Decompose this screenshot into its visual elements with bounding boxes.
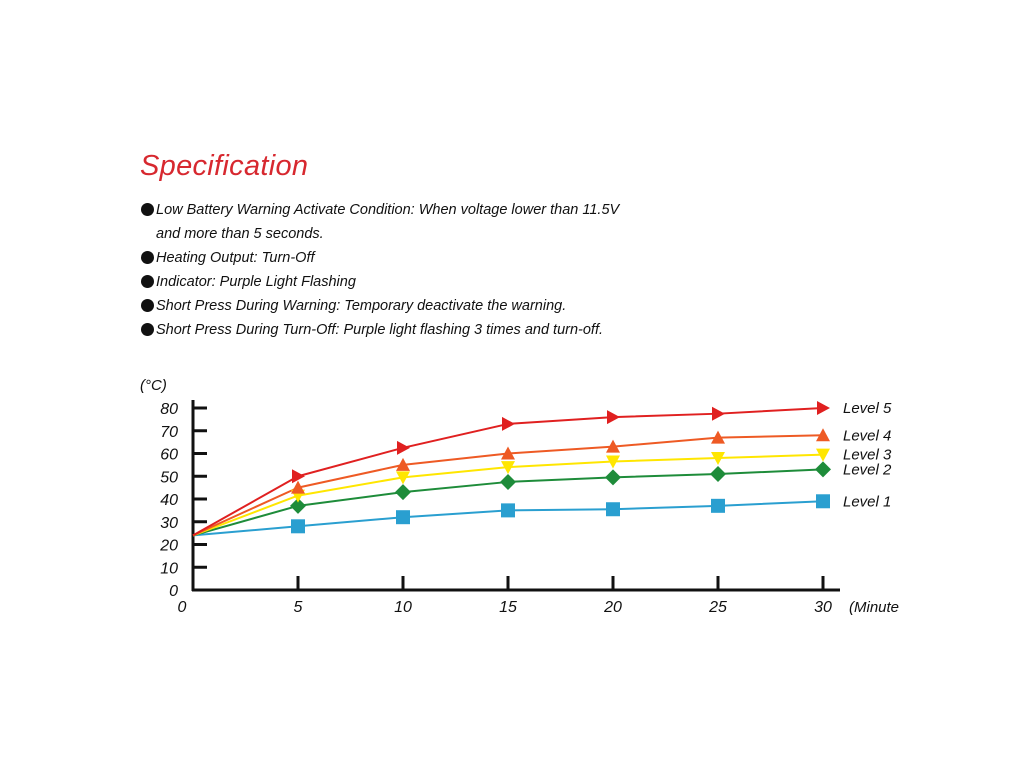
y-tick-label: 20 (159, 538, 178, 555)
x-tick-label: 20 (603, 599, 622, 616)
series-label: Level 1 (843, 493, 891, 510)
data-point-triangle-down (816, 448, 830, 462)
data-point-square (501, 503, 515, 518)
data-point-triangle-right (607, 410, 620, 425)
y-tick-label: 10 (160, 560, 178, 577)
data-point-square (291, 519, 305, 534)
x-tick-label: 30 (814, 599, 832, 616)
chart-series-markers (290, 401, 831, 534)
x-axis-label: (Minute (849, 599, 899, 616)
data-point-diamond (710, 465, 726, 482)
spec-item: Low Battery Warning Activate Condition: … (140, 198, 860, 246)
y-tick-label: 40 (160, 492, 178, 509)
x-tick-label: 10 (394, 599, 412, 616)
y-tick-label: 60 (160, 447, 178, 464)
bullet-icon (140, 294, 156, 318)
data-point-square (711, 498, 725, 513)
y-tick-label: 70 (160, 424, 178, 441)
data-point-triangle-right (292, 469, 305, 484)
data-point-square (606, 502, 620, 517)
data-point-triangle-right (397, 440, 410, 455)
spec-item: Short Press During Turn-Off: Purple ligh… (140, 318, 860, 342)
spec-item: Indicator: Purple Light Flashing (140, 270, 860, 294)
data-point-triangle-down (711, 452, 725, 466)
spec-item-text: Heating Output: Turn-Off (156, 250, 315, 266)
spec-item: Heating Output: Turn-Off (140, 246, 860, 270)
data-point-triangle-right (712, 406, 725, 421)
spec-title: Specification (140, 150, 309, 182)
spec-item-line: Low Battery Warning Activate Condition: … (156, 202, 620, 218)
data-point-triangle-up (816, 428, 830, 442)
data-point-diamond (290, 497, 306, 514)
y-axis-label: (°C) (140, 377, 167, 394)
bullet-icon (140, 270, 156, 294)
bullet-icon (140, 198, 156, 222)
x-tick-label: 15 (499, 599, 517, 616)
data-point-square (396, 510, 410, 525)
data-point-triangle-up (606, 439, 620, 453)
y-tick-label: 50 (160, 469, 178, 486)
data-point-triangle-right (502, 416, 515, 431)
x-tick-label: 0 (178, 599, 187, 616)
series-label: Level 4 (843, 427, 891, 444)
x-tick-label: 25 (708, 599, 727, 616)
bullet-icon (140, 246, 156, 270)
data-point-triangle-right (817, 401, 830, 415)
data-point-triangle-down (396, 471, 410, 485)
spec-item-continuation: and more than 5 seconds. (156, 226, 324, 242)
data-point-diamond (395, 484, 411, 501)
bullet-icon (140, 318, 156, 342)
data-point-triangle-up (291, 480, 305, 494)
y-tick-label: 30 (160, 515, 178, 532)
chart-axes: 0 10 20 30 40 50 60 70 80 0 5 10 15 20 25 30 (159, 400, 840, 616)
series-label: Level 5 (843, 400, 892, 417)
series-label: Level 2 (843, 461, 892, 478)
data-point-diamond (500, 473, 516, 490)
spec-item-text: Short Press During Turn-Off: Purple ligh… (156, 322, 604, 338)
x-tick-label: 5 (294, 599, 303, 616)
data-point-triangle-up (501, 446, 515, 460)
data-point-triangle-up (396, 457, 410, 471)
data-point-triangle-down (501, 461, 515, 475)
y-tick-label: 0 (169, 583, 178, 600)
spec-item: Short Press During Warning: Temporary de… (140, 294, 860, 318)
spec-item-text: Low Battery Warning Activate Condition: … (156, 198, 860, 246)
data-point-triangle-down (606, 455, 620, 469)
data-point-square (816, 494, 830, 509)
spec-item-text: Indicator: Purple Light Flashing (156, 274, 356, 290)
spec-item-text: Short Press During Warning: Temporary de… (156, 298, 567, 314)
data-point-diamond (605, 469, 621, 486)
data-point-triangle-up (711, 430, 725, 444)
spec-list: Low Battery Warning Activate Condition: … (140, 198, 860, 342)
y-tick-label: 80 (160, 401, 178, 418)
data-point-diamond (815, 461, 831, 478)
series-label: Level 3 (843, 447, 892, 464)
